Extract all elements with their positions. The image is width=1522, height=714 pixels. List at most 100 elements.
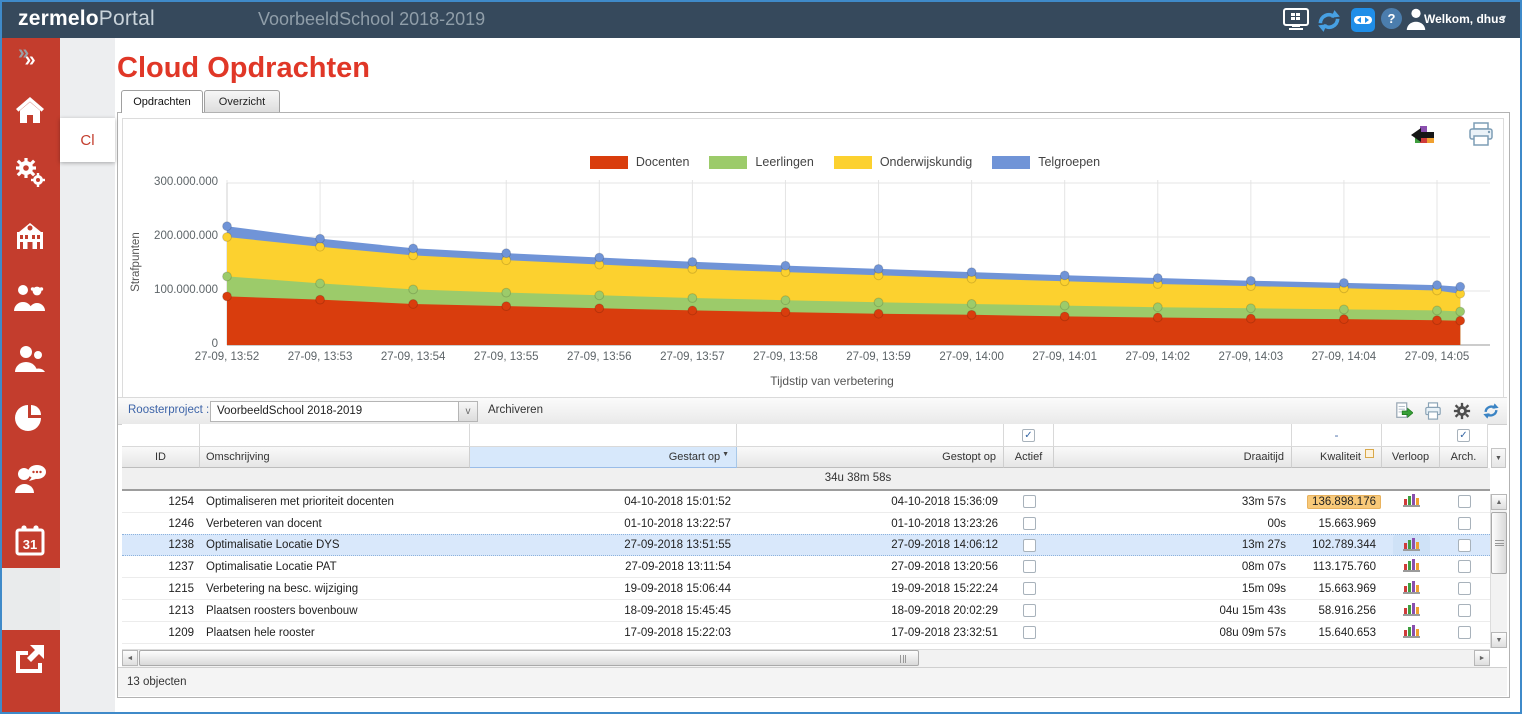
chart-export-icon[interactable] xyxy=(1410,124,1440,146)
vertical-scroll-thumb[interactable] xyxy=(1491,512,1507,574)
filter-dash-kwaliteit[interactable]: - xyxy=(1334,428,1339,442)
sidebar-expand-button[interactable]: » xyxy=(0,38,60,82)
secondary-tab-cl[interactable]: Cl xyxy=(60,118,115,162)
secondary-expand-button[interactable]: » xyxy=(18,42,30,64)
x-tick-label: 27-09, 13:56 xyxy=(567,351,632,363)
table-row[interactable]: 1213 Plaatsen roosters bovenbouw 18-09-201… xyxy=(122,600,1490,622)
filter-cell-kwaliteit[interactable]: - xyxy=(1292,424,1382,447)
user-menu-caret-icon[interactable]: ▾ xyxy=(1501,13,1507,24)
print-chart-icon[interactable] xyxy=(1468,122,1494,147)
sidebar-item-logout[interactable] xyxy=(0,636,60,680)
export-icon[interactable] xyxy=(1395,402,1413,420)
arch-checkbox[interactable] xyxy=(1457,626,1471,639)
cell-omschrijving: Verbeteren van docent xyxy=(206,517,322,530)
table-row[interactable]: 1215 Verbetering na besc. wijziging 19-09-… xyxy=(122,578,1490,600)
archive-button[interactable]: Archiveren xyxy=(488,404,543,416)
actief-checkbox[interactable] xyxy=(1022,582,1036,595)
help-icon[interactable]: ? xyxy=(1381,8,1402,29)
sidebar-item-parents[interactable] xyxy=(0,276,60,320)
verloop-button[interactable] xyxy=(1402,624,1420,641)
actief-checkbox[interactable] xyxy=(1022,495,1036,508)
verloop-button[interactable] xyxy=(1402,493,1420,510)
arch-checkbox[interactable] xyxy=(1457,582,1471,595)
scroll-left-button[interactable]: ◄ xyxy=(122,650,138,666)
column-header-kwaliteit[interactable]: Kwaliteit xyxy=(1292,447,1382,468)
filter-checkbox-actief[interactable] xyxy=(1022,428,1035,442)
cell-gestopt: 01-10-2018 13:23:26 xyxy=(891,517,998,530)
verloop-button[interactable] xyxy=(1402,558,1420,575)
refresh-icon[interactable] xyxy=(1482,402,1500,420)
arch-checkbox[interactable] xyxy=(1457,560,1471,573)
cell-kwaliteit: 58.916.256 xyxy=(1318,604,1376,617)
sidebar-item-home[interactable] xyxy=(0,88,60,132)
project-select[interactable]: VoorbeeldSchool 2018-2019 v xyxy=(210,401,478,422)
select-arrow-icon[interactable]: v xyxy=(458,402,477,421)
scroll-up-button[interactable]: ▲ xyxy=(1491,494,1507,510)
actief-checkbox[interactable] xyxy=(1022,626,1036,639)
filter-cell-id[interactable] xyxy=(122,424,200,447)
arch-checkbox[interactable] xyxy=(1457,538,1471,552)
cell-gestart: 01-10-2018 13:22:57 xyxy=(624,517,731,530)
scroll-right-button[interactable]: ► xyxy=(1474,650,1490,666)
table-row[interactable]: 1254 Optimaliseren met prioriteit docente… xyxy=(122,491,1490,513)
horizontal-scroll-thumb[interactable] xyxy=(139,650,919,666)
welcome-text[interactable]: Welkom, dhus xyxy=(1424,12,1506,26)
filter-cell-gestart[interactable] xyxy=(470,424,737,447)
cell-verloop xyxy=(1382,600,1440,621)
column-header-id[interactable]: ID xyxy=(122,447,200,468)
arch-checkbox[interactable] xyxy=(1457,517,1471,530)
filter-cell-verloop[interactable] xyxy=(1382,424,1440,447)
column-header-gestart[interactable]: Gestart op ▼ xyxy=(470,447,737,468)
column-header-verloop[interactable]: Verloop xyxy=(1382,447,1440,468)
print-icon[interactable] xyxy=(1424,402,1442,420)
filter-cell-arch[interactable] xyxy=(1440,424,1488,447)
avatar-icon[interactable] xyxy=(1403,6,1429,30)
sidebar-item-support[interactable] xyxy=(0,456,60,500)
column-header-arch[interactable]: Arch. xyxy=(1440,447,1488,468)
filter-cell-gestopt[interactable] xyxy=(737,424,1004,447)
column-header-omschrijving[interactable]: Omschrijving xyxy=(200,447,470,468)
column-header-actief[interactable]: Actief xyxy=(1004,447,1054,468)
sidebar-item-calendar[interactable]: 31 xyxy=(0,518,60,562)
filter-cell-actief[interactable] xyxy=(1004,424,1054,447)
table-row[interactable]: 1209 Plaatsen hele rooster 17-09-2018 15:2… xyxy=(122,622,1490,644)
column-header-gestopt[interactable]: Gestopt op xyxy=(737,447,1004,468)
sidebar-item-settings[interactable] xyxy=(0,150,60,194)
settings-icon[interactable] xyxy=(1453,402,1471,420)
cell-draaitijd: 00s xyxy=(1267,517,1286,530)
table-row[interactable]: 1246 Verbeteren van docent 01-10-2018 13:2… xyxy=(122,513,1490,535)
sidebar-item-analytics[interactable] xyxy=(0,396,60,440)
arch-checkbox[interactable] xyxy=(1457,604,1471,617)
column-menu-button[interactable]: ▼ xyxy=(1491,448,1506,468)
table-rows: 1254 Optimaliseren met prioriteit docente… xyxy=(122,491,1490,644)
filter-cell-draaitijd[interactable] xyxy=(1054,424,1292,447)
cell-gestopt: 27-09-2018 14:06:12 xyxy=(891,539,998,551)
tab-overzicht[interactable]: Overzicht xyxy=(204,90,280,113)
actief-checkbox[interactable] xyxy=(1022,517,1036,530)
verloop-button[interactable] xyxy=(1392,535,1430,555)
table-row[interactable]: 1238 Optimalisatie Locatie DYS 27-09-2018 … xyxy=(122,534,1490,556)
sidebar-item-school[interactable] xyxy=(0,214,60,258)
table-row[interactable]: 1237 Optimalisatie Locatie PAT 27-09-2018 … xyxy=(122,556,1490,578)
column-header-draaitijd[interactable]: Draaitijd xyxy=(1054,447,1292,468)
tab-opdrachten[interactable]: Opdrachten xyxy=(121,90,203,113)
scroll-down-button[interactable]: ▼ xyxy=(1491,632,1507,648)
sync-icon[interactable] xyxy=(1316,9,1342,33)
vertical-scrollbar[interactable]: ▲ ▼ xyxy=(1490,494,1507,648)
actief-checkbox[interactable] xyxy=(1022,604,1036,617)
filter-cell-omschrijving[interactable] xyxy=(200,424,470,447)
horizontal-scrollbar[interactable]: ◄ ► xyxy=(122,649,1490,667)
x-tick-label: 27-09, 13:58 xyxy=(753,351,818,363)
verloop-button[interactable] xyxy=(1402,580,1420,597)
x-tick-label: 27-09, 14:04 xyxy=(1311,351,1377,363)
remote-desktop-icon[interactable] xyxy=(1283,7,1309,31)
sidebar-item-users[interactable] xyxy=(0,336,60,380)
filter-checkbox-arch[interactable] xyxy=(1457,428,1470,442)
verloop-button[interactable] xyxy=(1402,602,1420,619)
actief-checkbox[interactable] xyxy=(1022,538,1036,552)
calendar-31-icon: 31 xyxy=(15,525,45,556)
teamviewer-icon[interactable] xyxy=(1350,8,1376,32)
arch-checkbox[interactable] xyxy=(1457,495,1471,508)
actief-checkbox[interactable] xyxy=(1022,560,1036,573)
